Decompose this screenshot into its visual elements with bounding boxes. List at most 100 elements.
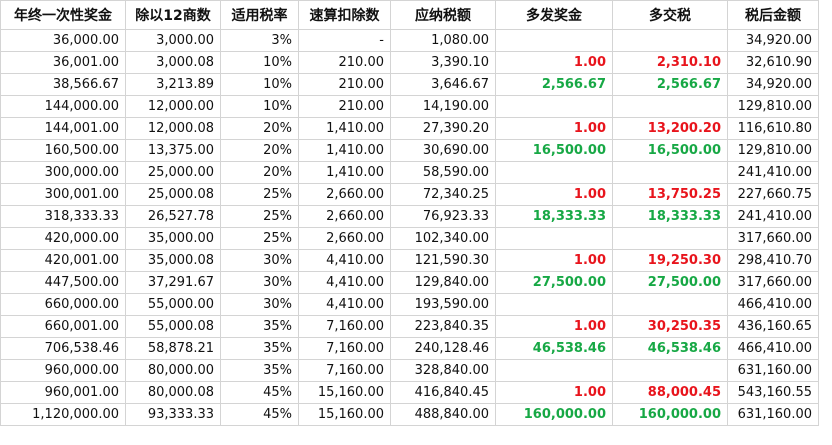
empty-cell: [612, 293, 728, 316]
table-row: 300,001.00 25,000.08 25% 2,660.00 72,340.25 1…: [0, 183, 819, 206]
table-cell: 76,923.33: [390, 205, 496, 228]
table-cell: 88,000.45: [612, 381, 728, 404]
table-cell: 420,001.00: [0, 249, 126, 272]
table-row: 960,001.00 80,000.08 45% 15,160.00 416,840.4…: [0, 381, 819, 404]
table-cell: 129,810.00: [727, 139, 819, 162]
table-cell: 25%: [220, 205, 299, 228]
table-cell: 32,610.90: [727, 51, 819, 74]
table-cell: 10%: [220, 51, 299, 74]
table-cell: 72,340.25: [390, 183, 496, 206]
table-cell: 18,333.33: [495, 205, 613, 228]
table-cell: 20%: [220, 139, 299, 162]
empty-cell: [495, 29, 613, 52]
table-cell: 298,410.70: [727, 249, 819, 272]
table-cell: 27,390.20: [390, 117, 496, 140]
table-cell: 30%: [220, 249, 299, 272]
empty-cell: [495, 359, 613, 382]
table-cell: 1.00: [495, 249, 613, 272]
table-cell: 7,160.00: [298, 315, 391, 338]
table-cell: 35%: [220, 359, 299, 382]
table-cell: 466,410.00: [727, 337, 819, 360]
table-cell: 30%: [220, 293, 299, 316]
table-cell: 10%: [220, 73, 299, 96]
column-header: 多交税: [612, 0, 728, 30]
table-row: 144,000.00 12,000.00 10% 210.00 14,190.00 129…: [0, 95, 819, 118]
table-cell: 227,660.75: [727, 183, 819, 206]
table-row: 144,001.00 12,000.08 20% 1,410.00 27,390.20 1…: [0, 117, 819, 140]
table-row: 706,538.46 58,878.21 35% 7,160.00 240,128.46…: [0, 337, 819, 360]
table-cell: 34,920.00: [727, 73, 819, 96]
table-cell: 328,840.00: [390, 359, 496, 382]
table-cell: 25,000.00: [125, 161, 221, 184]
table-cell: 10%: [220, 95, 299, 118]
table-cell: 102,340.00: [390, 227, 496, 250]
table-cell: 2,566.67: [612, 73, 728, 96]
empty-cell: [612, 161, 728, 184]
table-cell: 7,160.00: [298, 337, 391, 360]
table-cell: 18,333.33: [612, 205, 728, 228]
table-cell: 144,001.00: [0, 117, 126, 140]
table-cell: 2,566.67: [495, 73, 613, 96]
table-row: 160,500.00 13,375.00 20% 1,410.00 30,690.00 1…: [0, 139, 819, 162]
table-cell: 660,000.00: [0, 293, 126, 316]
table-cell: 3,000.00: [125, 29, 221, 52]
table-cell: 26,527.78: [125, 205, 221, 228]
column-header: 应纳税额: [390, 0, 496, 30]
table-cell: 35%: [220, 337, 299, 360]
column-header: 多发奖金: [495, 0, 613, 30]
table-cell: 210.00: [298, 73, 391, 96]
table-cell: 466,410.00: [727, 293, 819, 316]
table-cell: 1,410.00: [298, 139, 391, 162]
table-cell: 38,566.67: [0, 73, 126, 96]
table-cell: 160,500.00: [0, 139, 126, 162]
table-row: 1,120,000.00 93,333.33 45% 15,160.00 488,840…: [0, 403, 819, 426]
table-cell: 416,840.45: [390, 381, 496, 404]
table-cell: 1.00: [495, 381, 613, 404]
table-cell: 35,000.00: [125, 227, 221, 250]
table-cell: 12,000.00: [125, 95, 221, 118]
table-cell: 2,310.10: [612, 51, 728, 74]
table-cell: 543,160.55: [727, 381, 819, 404]
table-cell: 1,120,000.00: [0, 403, 126, 426]
table-cell: 300,000.00: [0, 161, 126, 184]
table-cell: 55,000.00: [125, 293, 221, 316]
column-header: 除以12商数: [125, 0, 221, 30]
table-cell: 3,213.89: [125, 73, 221, 96]
table-cell: 4,410.00: [298, 271, 391, 294]
table-cell: 121,590.30: [390, 249, 496, 272]
table-cell: 35,000.08: [125, 249, 221, 272]
table-cell: 129,810.00: [727, 95, 819, 118]
table-cell: 160,000.00: [612, 403, 728, 426]
tax-table: 年终一次性奖金 除以12商数 适用税率 速算扣除数 应纳税额 多发奖金 多交税 税后金额 36…: [0, 0, 819, 426]
empty-cell: [612, 95, 728, 118]
table-row: 36,000.00 3,000.00 3% -1,080.00 34,920.00: [0, 29, 819, 52]
empty-cell: [495, 227, 613, 250]
table-cell: 960,001.00: [0, 381, 126, 404]
table-cell: 13,750.25: [612, 183, 728, 206]
table-row: 420,000.00 35,000.00 25% 2,660.00 102,340.00…: [0, 227, 819, 250]
table-cell: 45%: [220, 381, 299, 404]
table-cell: 25%: [220, 227, 299, 250]
table-cell: 3,000.08: [125, 51, 221, 74]
table-cell: 14,190.00: [390, 95, 496, 118]
table-cell: 706,538.46: [0, 337, 126, 360]
table-cell: 2,660.00: [298, 183, 391, 206]
table-cell: 3,390.10: [390, 51, 496, 74]
table-cell: 19,250.30: [612, 249, 728, 272]
table-cell: 30%: [220, 271, 299, 294]
empty-cell: [612, 359, 728, 382]
table-cell: 129,840.00: [390, 271, 496, 294]
table-cell: 631,160.00: [727, 403, 819, 426]
table-cell: 35%: [220, 315, 299, 338]
table-cell: 20%: [220, 161, 299, 184]
table-row: 447,500.00 37,291.67 30% 4,410.00 129,840.00…: [0, 271, 819, 294]
table-cell: 3,646.67: [390, 73, 496, 96]
table-cell: 93,333.33: [125, 403, 221, 426]
table-cell: 631,160.00: [727, 359, 819, 382]
table-cell: 223,840.35: [390, 315, 496, 338]
table-cell: 436,160.65: [727, 315, 819, 338]
table-cell: 318,333.33: [0, 205, 126, 228]
table-cell: 4,410.00: [298, 293, 391, 316]
table-cell: 80,000.00: [125, 359, 221, 382]
